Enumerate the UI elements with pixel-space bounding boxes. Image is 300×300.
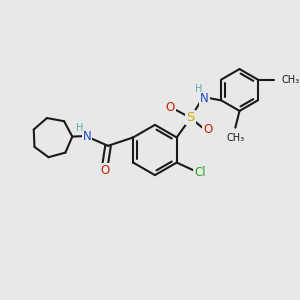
Text: O: O — [203, 123, 213, 136]
Text: CH₃: CH₃ — [281, 74, 299, 85]
Text: N: N — [83, 130, 92, 142]
Text: CH₃: CH₃ — [226, 133, 244, 143]
Text: O: O — [100, 164, 110, 177]
Text: N: N — [200, 92, 209, 105]
Text: H: H — [76, 123, 83, 133]
Text: Cl: Cl — [194, 166, 206, 179]
Text: O: O — [165, 101, 175, 114]
Text: H: H — [194, 84, 202, 94]
Text: S: S — [187, 111, 195, 124]
